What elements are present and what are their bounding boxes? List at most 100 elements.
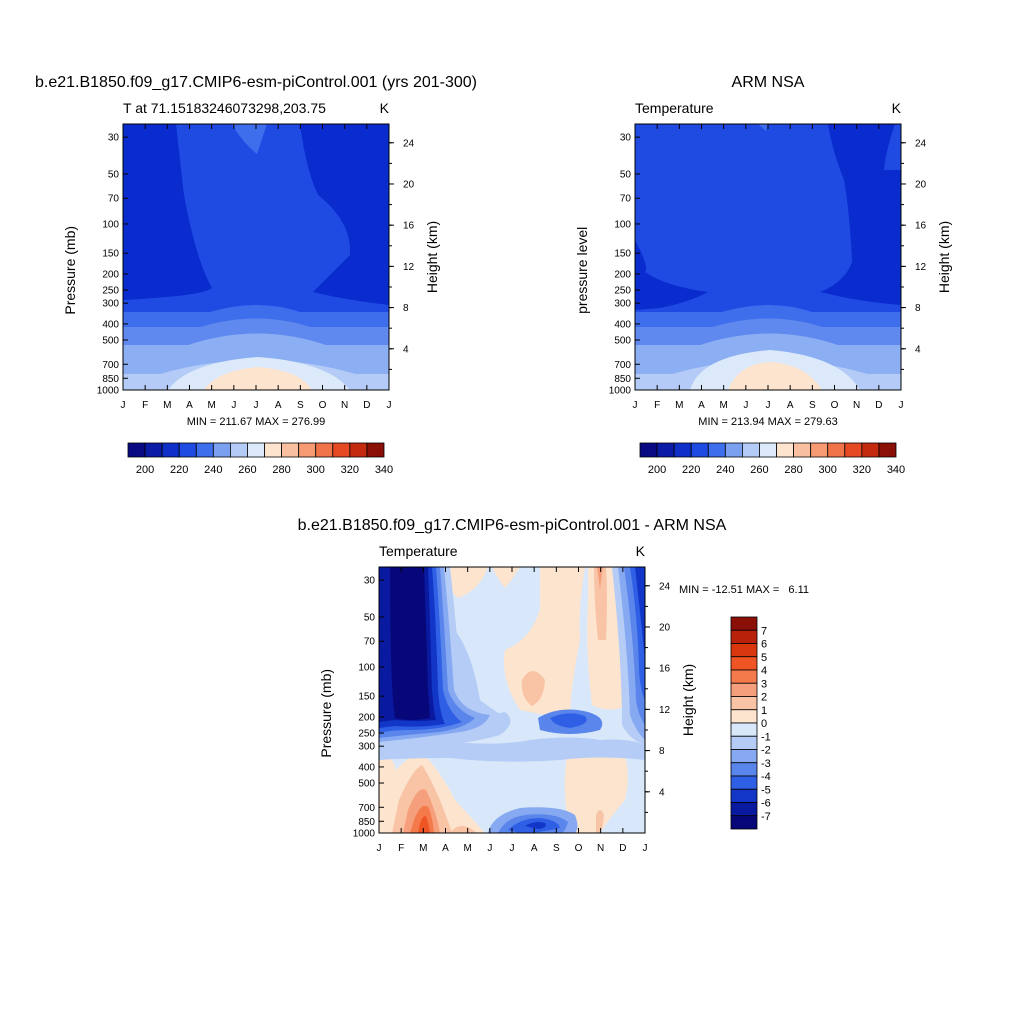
y-tick-label: 250 [102, 286, 119, 297]
y-right-tick-label: 12 [403, 262, 415, 273]
colorbar-label: 6 [761, 639, 767, 651]
y-tick-label: 30 [620, 133, 632, 144]
x-tick-label: A [698, 400, 705, 411]
x-tick-label: O [831, 400, 839, 411]
x-tick-label: A [787, 400, 794, 411]
panel-obs-left-label: Temperature [635, 100, 714, 116]
colorbar-label: 220 [170, 464, 188, 476]
x-tick-label: A [442, 843, 449, 854]
y-tick-label: 700 [614, 360, 631, 371]
diff-cold-bulge-2 [550, 713, 587, 728]
colorbar-swatch [161, 442, 180, 458]
y-right-tick-label: 16 [659, 664, 671, 675]
panel-model: b.e21.B1850.f09_g17.CMIP6-esm-piControl.… [35, 74, 477, 476]
y-right-tick-label: 12 [659, 705, 671, 716]
panel-obs-field [635, 124, 901, 390]
colorbar-swatch [332, 442, 351, 458]
y-tick-label: 1000 [609, 386, 632, 397]
diff-warm-lower-left-5 [418, 815, 430, 833]
x-tick-label: J [121, 400, 126, 411]
y-right-tick-label: 8 [659, 746, 665, 757]
colorbar-label: 3 [761, 678, 767, 690]
colorbar-swatch [673, 442, 692, 458]
x-tick-label: O [319, 400, 327, 411]
panel-model-right-label: K [380, 100, 390, 116]
colorbar-label: 280 [272, 464, 290, 476]
colorbar-swatch [656, 442, 675, 458]
colorbar-swatch [730, 696, 758, 711]
colorbar-swatch [730, 669, 758, 684]
colorbar-label: 7 [761, 625, 767, 637]
colorbar-label: 280 [784, 464, 802, 476]
diff-warm-right-core [594, 567, 607, 640]
diff-cold-bottom-4 [525, 822, 546, 829]
colorbar-swatch [730, 616, 758, 631]
x-tick-label: D [619, 843, 626, 854]
band-cold-3 [232, 124, 267, 154]
y-tick-label: 150 [358, 692, 375, 703]
colorbar-label: -3 [761, 758, 771, 770]
colorbar-label: 300 [819, 464, 837, 476]
y-tick-label: 200 [102, 269, 119, 280]
diff-cold-left-7 [390, 567, 430, 720]
y-right-tick-label: 20 [403, 179, 415, 190]
y-tick-label: 200 [614, 269, 631, 280]
y-right-tick-label: 20 [659, 622, 671, 633]
y-tick-label: 300 [102, 299, 119, 310]
panel-diff-title: b.e21.B1850.f09_g17.CMIP6-esm-piControl.… [298, 517, 727, 534]
y-tick-label: 700 [102, 360, 119, 371]
colorbar-label: 240 [716, 464, 734, 476]
colorbar-swatch [212, 442, 231, 458]
panel-diff-right-label: K [636, 543, 646, 559]
colorbar-swatch [742, 442, 760, 458]
colorbar-swatch [730, 788, 758, 803]
y-right-axis-title: Height (km) [936, 221, 952, 293]
colorbar-swatch [730, 735, 758, 750]
y-tick-label: 70 [364, 637, 376, 648]
x-tick-label: D [363, 400, 370, 411]
colorbar-swatch [178, 442, 197, 458]
y-tick-label: 300 [358, 742, 375, 753]
x-tick-label: J [633, 400, 638, 411]
y-tick-label: 850 [614, 374, 631, 385]
x-tick-label: J [377, 843, 382, 854]
x-tick-label: M [463, 843, 471, 854]
y-tick-label: 250 [614, 286, 631, 297]
y-tick-label: 30 [364, 576, 376, 587]
x-tick-label: M [207, 400, 215, 411]
colorbar-swatch [195, 442, 214, 458]
colorbar-label: 320 [853, 464, 871, 476]
y-right-tick-label: 24 [403, 138, 415, 149]
x-tick-label: A [531, 843, 538, 854]
x-tick-label: M [163, 400, 171, 411]
y-tick-label: 400 [102, 319, 119, 330]
y-right-tick-label: 24 [659, 581, 671, 592]
panel-obs-right-label: K [892, 100, 902, 116]
colorbar-swatch [878, 442, 897, 458]
y-axis-title: pressure level [574, 227, 590, 314]
panel-diff-stats: MIN = -12.51 MAX = 6.11 [679, 584, 809, 596]
x-tick-label: J [766, 400, 771, 411]
colorbar-label: 1 [761, 705, 767, 717]
x-tick-label: J [387, 400, 392, 411]
colorbar-swatch [730, 709, 758, 724]
colorbar-swatch [730, 629, 758, 644]
y-right-tick-label: 8 [915, 303, 921, 314]
y-right-tick-label: 8 [403, 303, 409, 314]
band-cold-0-right [820, 124, 901, 305]
y-tick-label: 400 [358, 762, 375, 773]
y-axis-title: Pressure (mb) [318, 669, 334, 758]
diff-warm-bottom-mid [450, 825, 476, 833]
y-tick-label: 500 [102, 336, 119, 347]
x-tick-label: M [719, 400, 727, 411]
colorbar-swatch [844, 442, 863, 458]
colorbar-label: -2 [761, 745, 771, 757]
y-tick-label: 400 [614, 319, 631, 330]
x-tick-label: J [254, 400, 259, 411]
colorbar-label: 340 [887, 464, 905, 476]
diff-warm-top-b [492, 567, 520, 588]
colorbar-label: 300 [307, 464, 325, 476]
panel-obs: ARM NSA Temperature K 30 50 70 100 150 200 250… [574, 74, 952, 476]
